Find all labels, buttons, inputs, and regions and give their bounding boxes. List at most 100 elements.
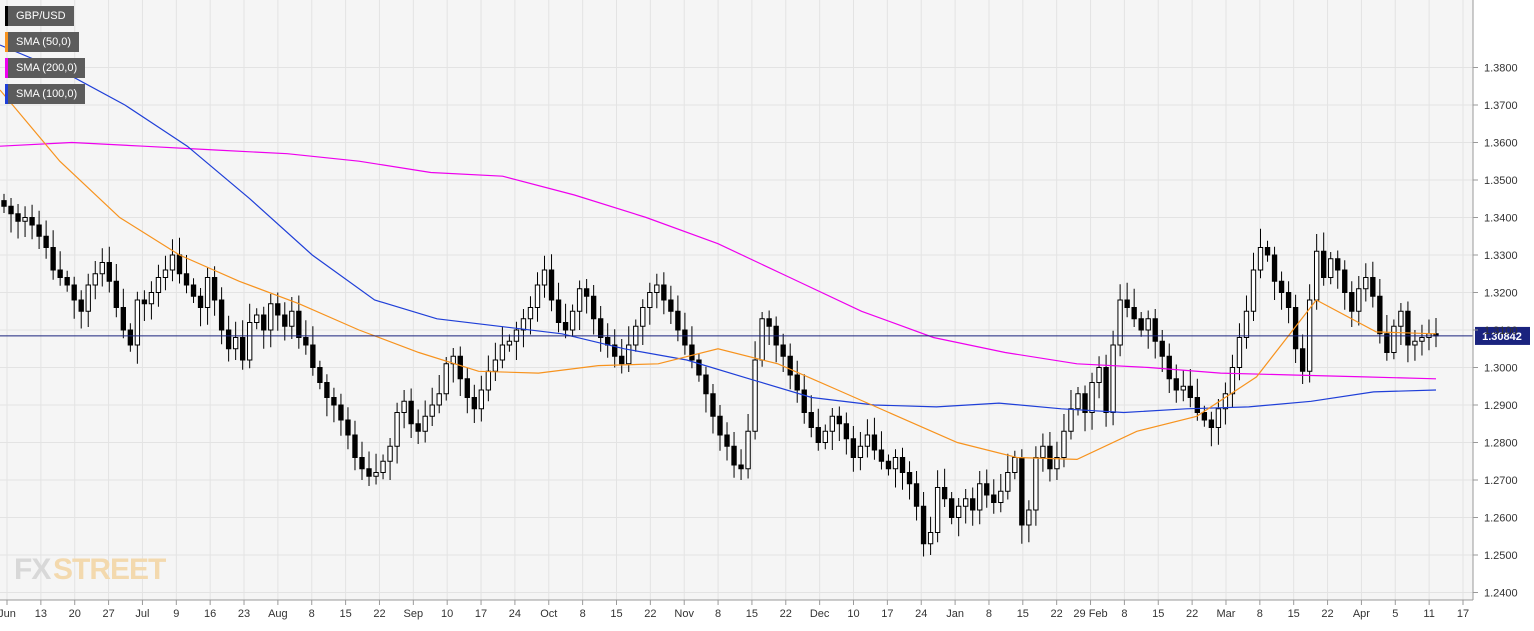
candle-down [324, 382, 330, 398]
candle-down [1194, 397, 1201, 413]
y-tick-label: 1.2600 [1484, 513, 1518, 525]
candle-up [977, 483, 983, 511]
candle-down [57, 269, 63, 278]
legend-item-sma-50: SMA (50,0) [5, 32, 80, 52]
grid [0, 0, 1473, 600]
x-tick-label: Jun [0, 608, 16, 620]
candle-up [387, 445, 393, 462]
candle-down [590, 295, 597, 320]
candle-down [1152, 318, 1158, 342]
candle-down [1208, 419, 1215, 428]
candle-down [1138, 318, 1144, 331]
candle-down [787, 355, 793, 376]
candles [1, 193, 1439, 557]
candle-up [1363, 277, 1369, 290]
candle-down [562, 322, 569, 331]
candle-up [1068, 408, 1074, 432]
candle-down [984, 483, 990, 496]
candle-down [878, 449, 885, 462]
x-tick-label: 8 [580, 608, 586, 620]
candle-down [682, 329, 688, 346]
candle-down [766, 318, 772, 327]
x-tick-label: 10 [847, 608, 859, 620]
candle-up [1313, 250, 1320, 301]
candle-down [1173, 378, 1179, 391]
candle-down [352, 434, 358, 458]
x-tick-label: 22 [780, 608, 792, 620]
candle-down [317, 367, 323, 383]
candle-down [366, 468, 372, 477]
candle-up [394, 412, 400, 447]
candle-up [1061, 430, 1067, 458]
candle-up [22, 217, 28, 222]
x-tick-label: Jul [135, 608, 149, 620]
candle-up [1356, 288, 1362, 312]
candle-down [1159, 340, 1165, 357]
candle-up [254, 314, 260, 323]
candle-up [1257, 247, 1264, 271]
candle-up [998, 490, 1004, 503]
legend-item-gbpusd: GBP/USD [5, 6, 74, 26]
x-tick-label: 11 [1423, 608, 1434, 620]
x-tick-label: 27 [102, 608, 114, 620]
y-tick-label: 1.2800 [1484, 438, 1518, 450]
x-tick-label: Jan [946, 608, 964, 620]
y-tick-label: 1.2700 [1484, 475, 1518, 487]
x-tick-label: 22 [644, 608, 656, 620]
candle-down [850, 438, 857, 458]
candle-down [1201, 412, 1208, 421]
legend-label: SMA (50,0) [16, 36, 72, 48]
candle-down [1264, 247, 1271, 256]
x-tick-label: 29 Feb [1073, 608, 1107, 620]
candle-up [1222, 393, 1229, 410]
candle-down [675, 310, 681, 331]
candle-up [520, 318, 527, 331]
y-tick-label: 1.3800 [1484, 63, 1518, 75]
candle-up [289, 310, 295, 327]
x-tick-label: 15 [610, 608, 622, 620]
candle-down [345, 419, 351, 436]
x-tick-label: Nov [674, 608, 694, 620]
candle-down [548, 269, 555, 301]
candle-down [1271, 254, 1278, 282]
current-price-badge [1475, 326, 1530, 345]
x-tick-label: 17 [881, 608, 893, 620]
candle-up [892, 457, 899, 470]
candle-up [1005, 472, 1011, 492]
candle-down [583, 288, 590, 297]
candle-up [864, 434, 871, 447]
candle-down [408, 400, 414, 425]
x-tick-label: 16 [204, 608, 216, 620]
candle-down [1166, 355, 1172, 380]
candle-down [815, 427, 821, 443]
x-tick-label: 8 [1121, 608, 1127, 620]
candle-down [1342, 269, 1348, 293]
candle-down [1349, 292, 1355, 312]
legend-swatch [5, 6, 8, 26]
candle-down [183, 273, 190, 286]
candle-up [963, 498, 969, 507]
candle-up [443, 363, 449, 395]
svg-text:FX: FX [14, 553, 51, 586]
candle-down [920, 505, 927, 545]
x-tick-label: Sep [404, 608, 424, 620]
legend-swatch [5, 58, 8, 78]
x-tick-label: 15 [746, 608, 758, 620]
candle-down [801, 389, 807, 413]
candle-up [1215, 408, 1222, 428]
x-tick-label: 24 [509, 608, 521, 620]
candle-up [647, 292, 653, 308]
candle-down [78, 299, 84, 312]
candle-up [506, 340, 513, 346]
x-tick-label: 5 [1392, 608, 1398, 620]
candle-up [955, 505, 962, 518]
x-tick-label: 15 [1288, 608, 1300, 620]
candle-down [471, 397, 477, 410]
x-tick-label: 8 [986, 608, 992, 620]
candle-up [927, 532, 934, 545]
candle-up [1117, 299, 1123, 346]
chart-legend: GBP/USD SMA (50,0) SMA (200,0) SMA (100,… [5, 6, 86, 110]
x-tick-label: 8 [1257, 608, 1263, 620]
candle-up [1250, 269, 1257, 312]
candle-up [1054, 457, 1060, 470]
